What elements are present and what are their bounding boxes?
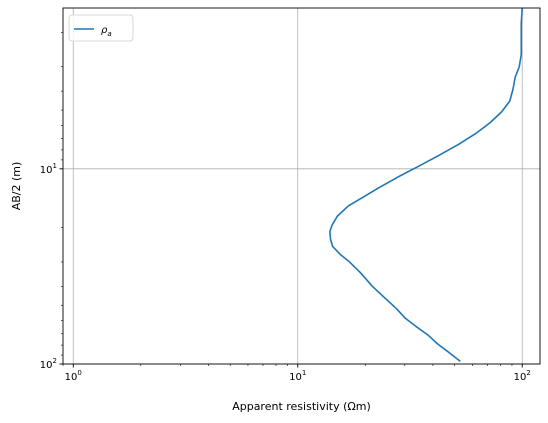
y-axis: 101 102 (40, 32, 63, 371)
y-axis-label: AB/2 (m) (10, 162, 23, 211)
y-tick-label-0: 101 (40, 162, 57, 176)
legend: ρa (68, 14, 134, 42)
series-line-0 (329, 7, 524, 363)
x-tick-label-1: 101 (289, 369, 306, 383)
y-tick-label-1: 102 (40, 357, 57, 371)
x-tick-label-2: 102 (514, 369, 531, 383)
plot-frame (62, 7, 541, 365)
x-tick-label-0: 100 (65, 369, 82, 383)
x-axis-label: Apparent resistivity (Ωm) (232, 400, 371, 413)
x-axis: 100 101 102 (62, 364, 531, 383)
plot-area (329, 7, 524, 363)
legend-box (68, 14, 134, 42)
legend-label-0: ρa (101, 25, 112, 38)
